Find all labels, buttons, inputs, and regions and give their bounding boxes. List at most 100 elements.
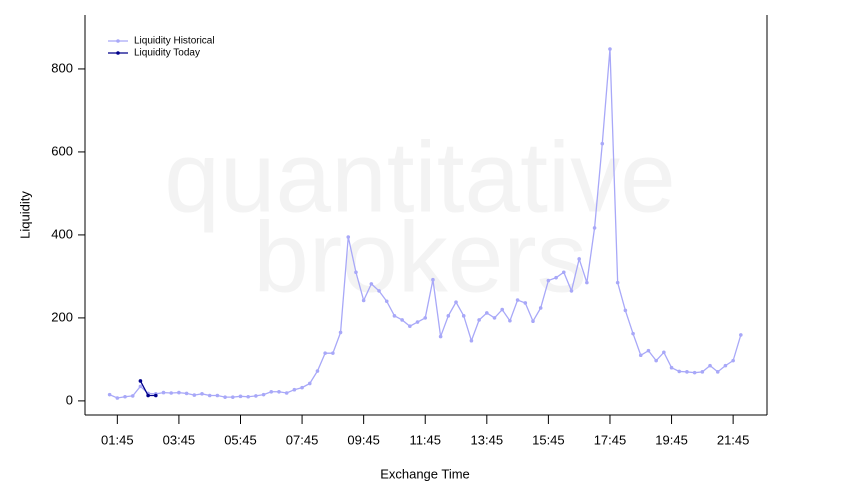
data-point [662,350,666,355]
y-tick-label: 800 [51,60,73,75]
data-point [107,392,112,397]
data-point [500,307,505,312]
data-point [415,320,420,324]
data-point [315,369,320,373]
data-point [146,393,150,398]
data-point [161,390,166,395]
data-point [346,235,351,239]
x-tick-label: 17:45 [594,432,627,447]
y-tick-label: 600 [51,143,73,158]
data-point [508,319,512,323]
data-point [685,370,689,374]
data-point [138,384,143,389]
data-point [154,393,158,398]
data-point [354,270,358,275]
x-tick-label: 05:45 [224,432,257,447]
legend-marker [116,51,120,55]
data-point [438,334,443,339]
data-point [608,47,612,51]
data-point [646,348,651,353]
data-point [377,289,381,293]
data-point [723,363,728,368]
data-point [369,282,374,286]
data-point [538,306,543,310]
data-point [115,396,120,400]
data-point [238,394,243,399]
data-point [169,391,174,395]
data-point [123,394,127,399]
data-point [192,393,197,397]
x-axis-label: Exchange Time [380,466,470,481]
x-tick-label: 19:45 [655,432,688,447]
data-point [623,308,628,313]
data-point [469,338,474,343]
data-point [554,275,558,280]
data-point [338,330,343,335]
data-point [400,318,404,322]
y-axis-label: Liquidity [17,191,32,239]
data-point [546,278,551,283]
data-point [200,392,204,396]
data-point [269,389,274,394]
data-point [531,319,535,324]
data-point [384,299,389,304]
data-point [277,389,281,394]
x-tick-label: 13:45 [471,432,504,447]
legend-marker [116,39,120,43]
data-point [569,289,574,293]
x-tick-label: 11:45 [409,432,441,447]
data-point [130,394,135,398]
x-tick-label: 03:45 [163,432,196,447]
data-point [615,280,620,285]
data-point [408,324,412,329]
data-point [523,301,528,305]
data-point [515,298,520,302]
data-point [331,351,335,355]
data-point [739,333,743,337]
x-tick-label: 07:45 [286,432,319,447]
data-point [715,370,720,374]
data-point [138,379,143,383]
data-point [692,370,697,375]
data-point [638,353,643,358]
data-point [184,391,189,396]
legend-label: Liquidity Today [134,48,200,59]
data-point [423,316,428,320]
data-point [592,226,597,230]
data-point [669,365,674,370]
data-point [300,385,304,390]
data-point [207,393,212,398]
data-point [731,358,735,363]
data-point [392,314,397,318]
data-point [292,387,297,392]
data-point [431,277,435,282]
data-point [361,298,366,303]
data-point [485,311,489,315]
y-tick-label: 0 [66,392,73,407]
x-tick-label: 15:45 [532,432,565,447]
x-tick-label: 09:45 [347,432,380,447]
data-point [577,257,581,261]
data-point [454,300,458,304]
watermark: brokers [253,201,586,313]
x-tick-label: 01:45 [101,432,134,447]
data-point [177,390,181,395]
data-point [631,331,635,336]
data-point [307,381,312,386]
data-point [284,391,289,395]
data-point [323,351,327,355]
data-point [446,314,451,318]
data-point [585,280,589,285]
data-point [700,370,705,374]
data-point [461,314,466,318]
data-point [708,363,712,368]
data-point [477,318,481,322]
data-point [254,394,258,398]
x-tick-label: 21:45 [717,432,750,447]
watermark: quantitative [164,121,675,233]
data-point [261,392,266,397]
data-point [246,394,250,399]
data-point [223,395,227,399]
data-point [654,358,658,363]
